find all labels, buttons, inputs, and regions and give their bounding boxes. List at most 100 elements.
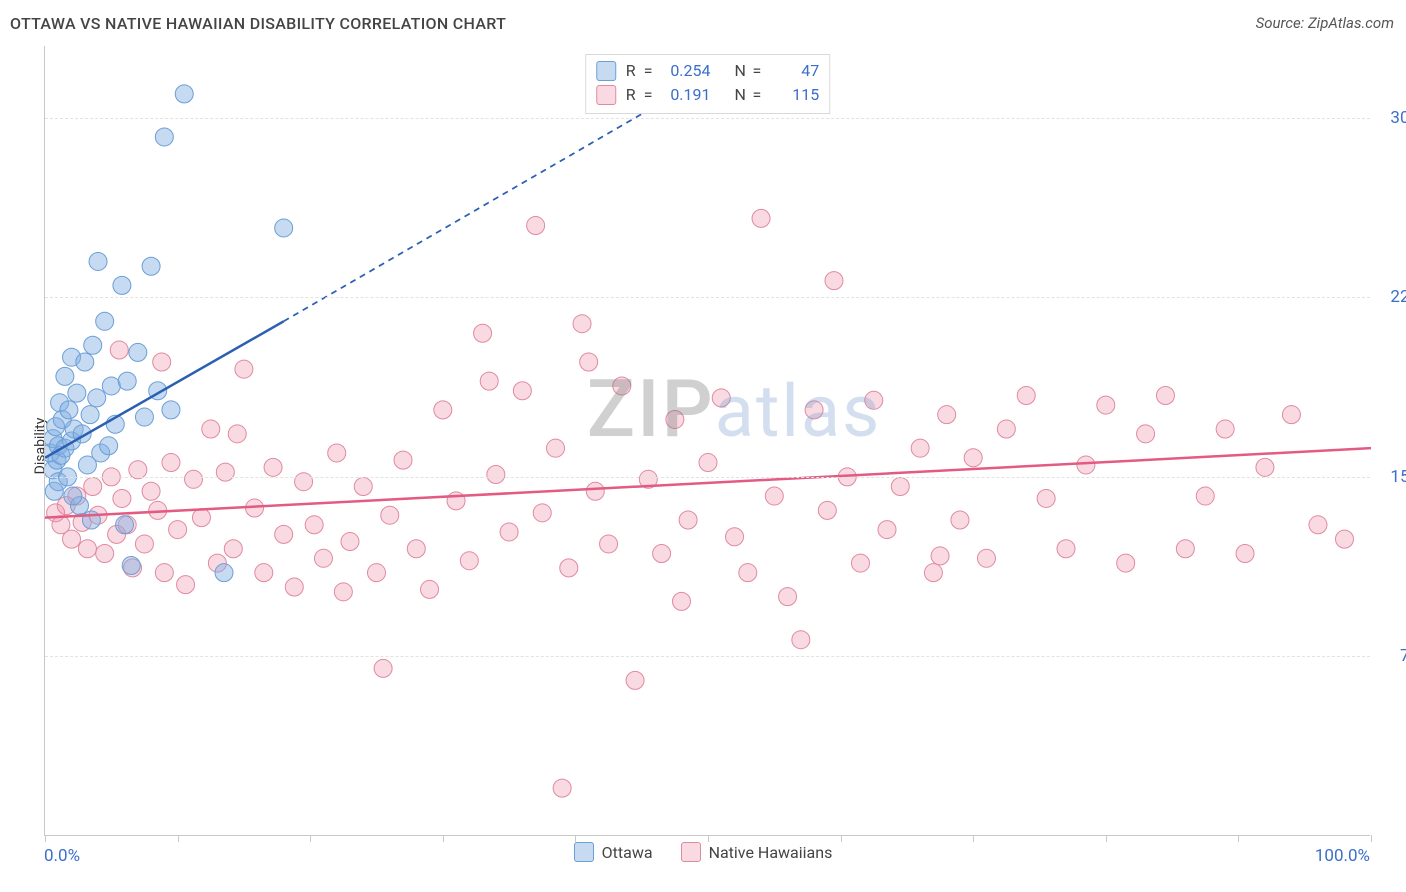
x-tick: [575, 835, 576, 842]
scatter-point: [328, 444, 346, 462]
scatter-point: [84, 336, 102, 354]
scatter-point: [434, 401, 452, 419]
scatter-point: [878, 521, 896, 539]
trend-line: [284, 99, 669, 322]
scatter-point: [580, 353, 598, 371]
scatter-point: [997, 420, 1015, 438]
scatter-point: [64, 487, 82, 505]
scatter-point: [792, 631, 810, 649]
y-tick-label: 30.0%: [1376, 108, 1406, 128]
scatter-point: [1216, 420, 1234, 438]
scatter-point: [666, 410, 684, 428]
x-tick: [841, 835, 842, 842]
scatter-point: [295, 473, 313, 491]
scatter-point: [513, 382, 531, 400]
scatter-point: [421, 580, 439, 598]
scatter-point: [712, 389, 730, 407]
x-tick: [973, 835, 974, 842]
scatter-point: [381, 506, 399, 524]
scatter-point: [175, 85, 193, 103]
gridline: [45, 118, 1370, 119]
scatter-point: [851, 554, 869, 572]
series-legend: Ottawa Native Hawaiians: [0, 842, 1406, 862]
scatter-point: [931, 547, 949, 565]
scatter-point: [202, 420, 220, 438]
scatter-point: [1077, 456, 1095, 474]
x-tick: [1371, 835, 1372, 842]
scatter-point: [113, 489, 131, 507]
ottawa-r-value: 0.254: [663, 59, 711, 83]
scatter-point: [60, 401, 78, 419]
scatter-point: [1309, 516, 1327, 534]
scatter-point: [487, 466, 505, 484]
scatter-point: [1037, 489, 1055, 507]
scatter-point: [228, 425, 246, 443]
scatter-point: [84, 477, 102, 495]
scatter-point: [81, 406, 99, 424]
scatter-point: [275, 219, 293, 237]
legend-swatch-ottawa-icon: [574, 842, 594, 862]
scatter-point: [1256, 458, 1274, 476]
scatter-point: [533, 504, 551, 522]
scatter-point: [1335, 530, 1353, 548]
scatter-point: [739, 564, 757, 582]
scatter-point: [1137, 425, 1155, 443]
scatter-point: [63, 530, 81, 548]
scatter-point: [334, 583, 352, 601]
scatter-point: [285, 578, 303, 596]
scatter-point: [110, 341, 128, 359]
scatter-point: [1057, 540, 1075, 558]
gridline: [45, 477, 1370, 478]
scatter-point: [224, 540, 242, 558]
scatter-point: [951, 511, 969, 529]
scatter-point: [1117, 554, 1135, 572]
scatter-point: [96, 312, 114, 330]
chart-header: OTTAWA VS NATIVE HAWAIIAN DISABILITY COR…: [0, 0, 1406, 46]
scatter-point: [1017, 387, 1035, 405]
scatter-point: [626, 671, 644, 689]
scatter-point: [573, 315, 591, 333]
chart-title: OTTAWA VS NATIVE HAWAIIAN DISABILITY COR…: [10, 14, 506, 33]
scatter-point: [699, 454, 717, 472]
scatter-point: [1156, 387, 1174, 405]
scatter-point: [726, 528, 744, 546]
scatter-point: [314, 549, 332, 567]
scatter-point: [100, 437, 118, 455]
y-tick-label: 7.5%: [1376, 646, 1406, 666]
scatter-point: [153, 353, 171, 371]
chart-svg: [45, 46, 1371, 836]
scatter-point: [354, 477, 372, 495]
scatter-point: [135, 535, 153, 553]
scatter-point: [752, 209, 770, 227]
plot-area: ZIPatlas R = 0.254 N = 47 R = 0.191 N = …: [44, 46, 1370, 836]
scatter-point: [964, 449, 982, 467]
x-tick: [443, 835, 444, 842]
scatter-point: [1097, 396, 1115, 414]
scatter-point: [480, 372, 498, 390]
legend-item-ottawa: Ottawa: [574, 842, 653, 862]
legend-label-hawaiians: Native Hawaiians: [709, 843, 833, 862]
scatter-point: [162, 454, 180, 472]
chart-source: Source: ZipAtlas.com: [1256, 14, 1394, 32]
scatter-point: [89, 252, 107, 270]
scatter-point: [374, 659, 392, 677]
gridline: [45, 297, 1370, 298]
legend-label-ottawa: Ottawa: [602, 843, 653, 862]
scatter-point: [192, 509, 210, 527]
scatter-point: [116, 516, 134, 534]
hawaiians-n-value: 115: [771, 83, 819, 107]
scatter-point: [255, 564, 273, 582]
gridline: [45, 656, 1370, 657]
stats-legend: R = 0.254 N = 47 R = 0.191 N = 115: [585, 54, 831, 114]
scatter-point: [553, 779, 571, 797]
scatter-point: [679, 511, 697, 529]
scatter-point: [264, 458, 282, 476]
scatter-point: [135, 408, 153, 426]
scatter-point: [805, 401, 823, 419]
scatter-point: [765, 487, 783, 505]
scatter-point: [818, 501, 836, 519]
scatter-point: [911, 439, 929, 457]
scatter-point: [865, 391, 883, 409]
x-tick: [178, 835, 179, 842]
ottawa-n-value: 47: [771, 59, 819, 83]
